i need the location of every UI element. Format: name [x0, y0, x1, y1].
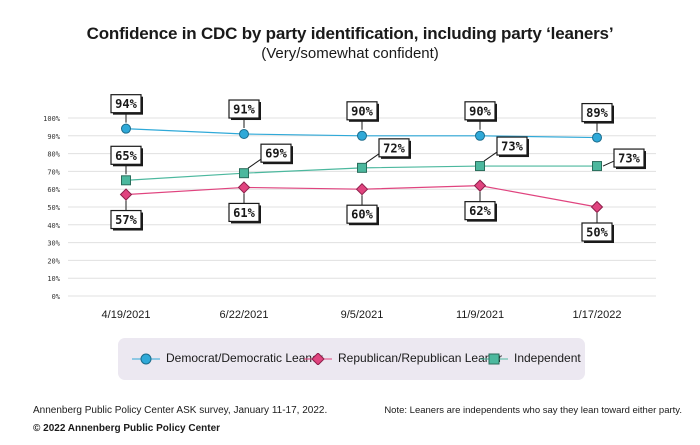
independent-point	[239, 168, 249, 179]
grid-layer: 0% 10% 20% 30% 40% 50% 60% 70% 80% 90% 100% 4/19/20…	[43, 115, 656, 321]
data-label-box	[464, 101, 496, 121]
republican-point	[355, 182, 369, 196]
data-label: 69%	[260, 143, 293, 165]
data-label-text: 94%	[115, 97, 137, 111]
legend-label-republican: Republican/Republican Leaner	[338, 351, 503, 365]
source-note: Annenberg Public Policy Center ASK surve…	[33, 405, 328, 416]
data-label-text: 73%	[618, 152, 640, 166]
data-label: 72%	[378, 138, 411, 159]
data-label: 50%	[581, 222, 614, 243]
data-label-text: 90%	[351, 104, 373, 118]
legend-item-republican: Republican/Republican Leaner	[304, 351, 503, 366]
data-label: 89%	[581, 102, 614, 124]
independent-point	[592, 161, 602, 172]
data-label: 90%	[346, 101, 379, 122]
data-label-box	[464, 201, 496, 221]
data-label-box	[260, 143, 292, 163]
democrat-point	[475, 130, 485, 141]
republican-point	[237, 181, 251, 194]
data-label-text: 73%	[501, 140, 523, 154]
legend-item-democrat: Democrat/Democratic Leaner	[132, 351, 323, 365]
data-label-box	[346, 204, 378, 224]
y-tick-label: 0%	[52, 293, 61, 301]
copyright: © 2022 Annenberg Public Policy Center	[33, 423, 221, 434]
data-label-text: 65%	[115, 149, 137, 163]
data-label-text: 72%	[383, 141, 405, 155]
data-label-text: 62%	[469, 204, 491, 218]
markers-layer	[119, 123, 604, 214]
x-tick-label: 4/19/2021	[102, 309, 151, 321]
y-tick-label: 50%	[47, 204, 60, 212]
data-label-text: 69%	[265, 147, 287, 161]
democrat-point	[592, 132, 602, 143]
data-label: 73%	[613, 148, 646, 170]
x-tick-label: 6/22/2021	[220, 309, 269, 321]
square-marker-icon	[480, 353, 508, 365]
x-tick-label: 9/5/2021	[341, 309, 384, 321]
democrat-point	[357, 130, 367, 141]
data-label: 73%	[496, 136, 529, 158]
y-tick-label: 100%	[43, 115, 61, 123]
data-label-box	[581, 102, 613, 123]
data-label-box	[228, 202, 260, 223]
data-label-box	[378, 138, 410, 158]
y-tick-label: 20%	[47, 257, 60, 265]
data-label: 57%	[110, 209, 143, 231]
data-label-text: 50%	[586, 226, 608, 240]
chart-subtitle: (Very/somewhat confident)	[261, 45, 439, 62]
data-label: 65%	[110, 145, 143, 167]
democrat-point	[121, 123, 131, 134]
data-label-text: 57%	[115, 213, 137, 227]
data-label-text: 91%	[233, 103, 255, 117]
independent-point	[357, 162, 367, 173]
y-tick-label: 60%	[47, 186, 60, 194]
diamond-marker-icon	[304, 352, 332, 366]
data-label-text: 89%	[586, 106, 608, 120]
data-label-box	[613, 148, 645, 168]
data-label-box	[496, 136, 528, 156]
data-label: 61%	[228, 202, 261, 224]
republican-point	[119, 188, 133, 201]
data-label-box	[110, 94, 142, 114]
legend: Democrat/Democratic Leaner Republican/Re…	[118, 338, 585, 380]
y-tick-label: 70%	[47, 168, 60, 176]
chart-title: Confidence in CDC by party identificatio…	[86, 24, 614, 43]
leaners-note: Note: Leaners are independents who say t…	[384, 405, 682, 416]
data-label-box	[581, 222, 613, 242]
democrat-point	[239, 129, 249, 140]
line-chart: 0% 10% 20% 30% 40% 50% 60% 70% 80% 90% 100% 4/19/20…	[43, 94, 656, 321]
independent-point	[475, 161, 485, 172]
legend-label-independent: Independent	[514, 351, 581, 365]
y-tick-label: 10%	[47, 275, 60, 283]
data-label: 62%	[464, 201, 497, 222]
legend-label-democrat: Democrat/Democratic Leaner	[166, 351, 323, 365]
y-tick-label: 90%	[47, 133, 60, 141]
data-label-box	[110, 145, 142, 165]
x-tick-label: 1/17/2022	[573, 309, 622, 321]
label-leader-line	[365, 153, 380, 164]
label-leader-line	[483, 151, 498, 162]
label-leader-line	[602, 160, 615, 167]
data-label: 90%	[464, 101, 497, 122]
x-tick-label: 11/9/2021	[456, 309, 504, 321]
data-label-box	[228, 99, 260, 119]
data-label: 94%	[110, 94, 143, 115]
y-tick-label: 40%	[47, 222, 60, 230]
label-leader-line	[247, 158, 262, 169]
data-label: 60%	[346, 204, 379, 226]
data-label: 91%	[228, 99, 261, 121]
circle-marker-icon	[132, 353, 160, 365]
data-label-box	[110, 209, 142, 230]
republican-point	[473, 179, 487, 192]
independent-point	[121, 175, 131, 186]
labels-layer: 94% 91% 90% 90% 89% 57% 61% 60% 62% 50% 65% 69% 72% 7…	[110, 94, 646, 243]
y-tick-label: 80%	[47, 151, 60, 159]
data-label-text: 60%	[351, 208, 373, 222]
y-tick-label: 30%	[47, 240, 60, 248]
data-label-text: 90%	[469, 104, 491, 118]
legend-item-independent: Independent	[480, 351, 581, 365]
data-label-text: 61%	[233, 206, 255, 220]
republican-point	[590, 200, 604, 214]
data-label-box	[346, 101, 378, 121]
